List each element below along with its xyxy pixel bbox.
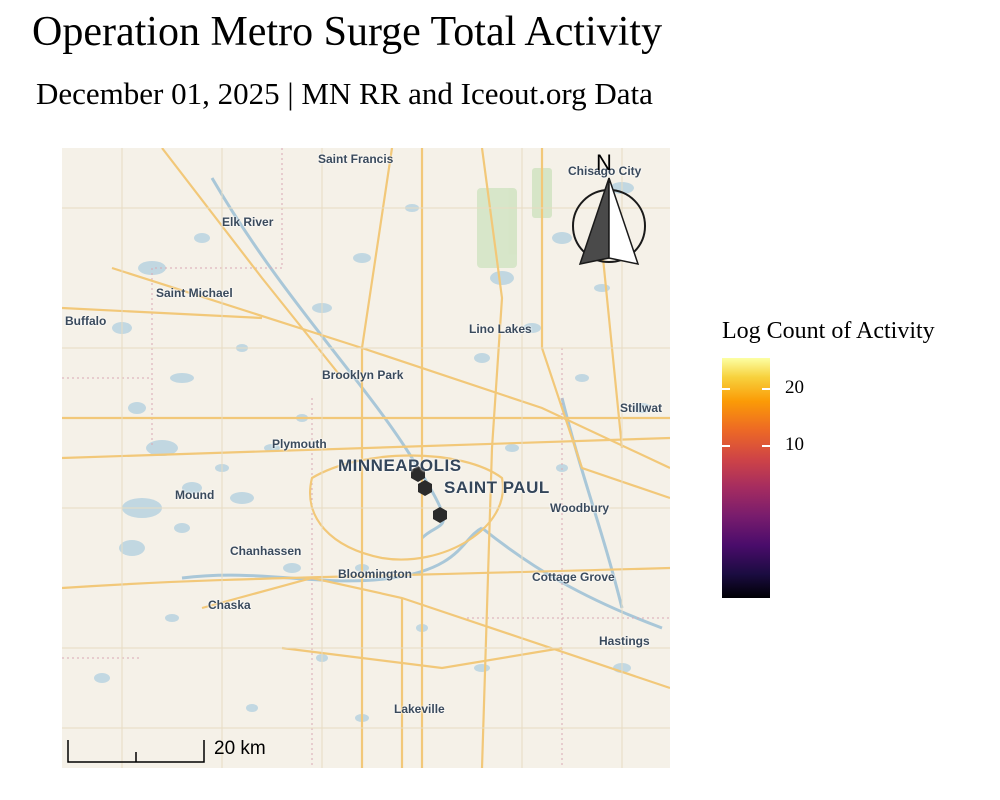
place-label-woodbury: Woodbury	[550, 501, 610, 515]
place-label-lino-lakes: Lino Lakes	[469, 322, 532, 336]
legend-tick-right-20	[762, 388, 770, 390]
legend-tick-left-20	[722, 388, 730, 390]
place-label-chanhassen: Chanhassen	[230, 544, 302, 558]
place-label-hastings: Hastings	[599, 634, 650, 648]
place-label-bloomington: Bloomington	[338, 567, 412, 581]
place-label-buffalo: Buffalo	[65, 314, 107, 328]
place-label-stillwater: Stillwat	[620, 401, 663, 415]
page-subtitle: December 01, 2025 | MN RR and Iceout.org…	[36, 76, 653, 111]
place-label-elk-river: Elk River	[222, 215, 274, 229]
north-arrow-icon	[572, 177, 646, 265]
page-title: Operation Metro Surge Total Activity	[32, 9, 663, 55]
hexbin-cell	[418, 480, 432, 496]
place-label-saint-michael: Saint Michael	[156, 286, 233, 300]
basemap-features	[62, 148, 670, 768]
legend-tick-right-10	[762, 445, 770, 447]
legend-title: Log Count of Activity	[722, 318, 935, 344]
legend-colorbar	[722, 358, 770, 598]
hexbin-cell	[433, 507, 447, 523]
legend-label-10: 10	[785, 434, 804, 455]
place-label-chaska: Chaska	[208, 598, 251, 612]
place-label-lakeville: Lakeville	[394, 702, 445, 716]
place-label-saint-francis: Saint Francis	[318, 152, 394, 166]
activity-hexbins	[411, 466, 447, 523]
legend-tick-left-10	[722, 445, 730, 447]
place-label-mound: Mound	[175, 488, 215, 502]
scale-bar	[67, 740, 205, 763]
scale-bar-label: 20 km	[214, 738, 266, 759]
place-label-saint-paul: SAINT PAUL	[444, 478, 550, 497]
place-label-plymouth: Plymouth	[272, 437, 327, 451]
hexbin-cell	[411, 466, 425, 482]
place-label-minneapolis: MINNEAPOLIS	[338, 456, 462, 475]
legend-label-20: 20	[785, 377, 804, 398]
place-label-cottage-grove: Cottage Grove	[532, 570, 615, 584]
north-arrow-label: N	[596, 150, 612, 175]
place-label-chisago-city: Chisago City	[568, 164, 642, 178]
place-label-brooklyn-park: Brooklyn Park	[322, 368, 404, 382]
basemap[interactable]: Saint Francis Chisago City Elk River Sai…	[62, 148, 670, 768]
